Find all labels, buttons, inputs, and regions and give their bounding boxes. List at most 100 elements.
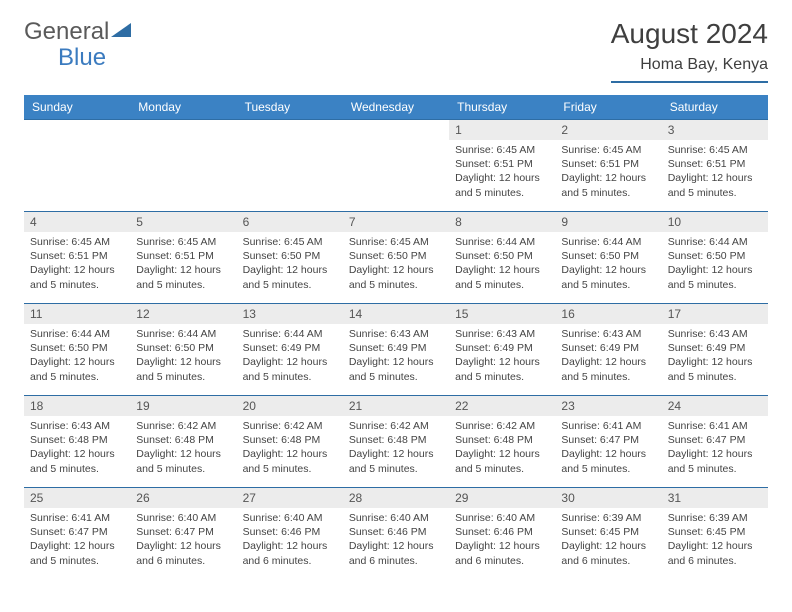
weekday-header: Tuesday (237, 95, 343, 120)
day-details: Sunrise: 6:42 AMSunset: 6:48 PMDaylight:… (130, 416, 236, 479)
day-details: Sunrise: 6:44 AMSunset: 6:50 PMDaylight:… (130, 324, 236, 387)
calendar-day-cell: 13Sunrise: 6:44 AMSunset: 6:49 PMDayligh… (237, 304, 343, 396)
day-number: 21 (343, 396, 449, 416)
day-details: Sunrise: 6:45 AMSunset: 6:51 PMDaylight:… (24, 232, 130, 295)
day-number: 3 (662, 120, 768, 140)
weekday-header: Thursday (449, 95, 555, 120)
day-number: 12 (130, 304, 236, 324)
header: General August 2024 Homa Bay, Kenya (24, 18, 768, 83)
calendar-table: SundayMondayTuesdayWednesdayThursdayFrid… (24, 95, 768, 580)
day-details: Sunrise: 6:43 AMSunset: 6:49 PMDaylight:… (555, 324, 661, 387)
day-number: 27 (237, 488, 343, 508)
day-details: Sunrise: 6:42 AMSunset: 6:48 PMDaylight:… (237, 416, 343, 479)
day-details: Sunrise: 6:41 AMSunset: 6:47 PMDaylight:… (24, 508, 130, 571)
calendar-empty-cell (343, 120, 449, 212)
day-number: 16 (555, 304, 661, 324)
weekday-header: Saturday (662, 95, 768, 120)
calendar-day-cell: 21Sunrise: 6:42 AMSunset: 6:48 PMDayligh… (343, 396, 449, 488)
calendar-day-cell: 20Sunrise: 6:42 AMSunset: 6:48 PMDayligh… (237, 396, 343, 488)
calendar-empty-cell (24, 120, 130, 212)
day-details: Sunrise: 6:45 AMSunset: 6:51 PMDaylight:… (555, 140, 661, 203)
calendar-day-cell: 11Sunrise: 6:44 AMSunset: 6:50 PMDayligh… (24, 304, 130, 396)
calendar-day-cell: 29Sunrise: 6:40 AMSunset: 6:46 PMDayligh… (449, 488, 555, 580)
day-details: Sunrise: 6:40 AMSunset: 6:46 PMDaylight:… (343, 508, 449, 571)
weekday-header: Wednesday (343, 95, 449, 120)
weekday-header: Sunday (24, 95, 130, 120)
day-number: 7 (343, 212, 449, 232)
calendar-day-cell: 28Sunrise: 6:40 AMSunset: 6:46 PMDayligh… (343, 488, 449, 580)
day-details: Sunrise: 6:40 AMSunset: 6:46 PMDaylight:… (449, 508, 555, 571)
calendar-day-cell: 19Sunrise: 6:42 AMSunset: 6:48 PMDayligh… (130, 396, 236, 488)
day-number: 30 (555, 488, 661, 508)
logo-triangle-icon (111, 21, 133, 44)
day-number: 2 (555, 120, 661, 140)
day-number: 28 (343, 488, 449, 508)
day-number: 13 (237, 304, 343, 324)
day-details: Sunrise: 6:44 AMSunset: 6:50 PMDaylight:… (24, 324, 130, 387)
day-number: 15 (449, 304, 555, 324)
day-details: Sunrise: 6:43 AMSunset: 6:49 PMDaylight:… (662, 324, 768, 387)
day-details: Sunrise: 6:45 AMSunset: 6:51 PMDaylight:… (130, 232, 236, 295)
day-number: 6 (237, 212, 343, 232)
calendar-week-row: 25Sunrise: 6:41 AMSunset: 6:47 PMDayligh… (24, 488, 768, 580)
calendar-day-cell: 17Sunrise: 6:43 AMSunset: 6:49 PMDayligh… (662, 304, 768, 396)
calendar-day-cell: 26Sunrise: 6:40 AMSunset: 6:47 PMDayligh… (130, 488, 236, 580)
day-number: 8 (449, 212, 555, 232)
calendar-day-cell: 25Sunrise: 6:41 AMSunset: 6:47 PMDayligh… (24, 488, 130, 580)
month-title: August 2024 (611, 18, 768, 50)
day-details: Sunrise: 6:45 AMSunset: 6:51 PMDaylight:… (662, 140, 768, 203)
calendar-day-cell: 1Sunrise: 6:45 AMSunset: 6:51 PMDaylight… (449, 120, 555, 212)
day-details: Sunrise: 6:43 AMSunset: 6:48 PMDaylight:… (24, 416, 130, 479)
calendar-empty-cell (130, 120, 236, 212)
calendar-week-row: 4Sunrise: 6:45 AMSunset: 6:51 PMDaylight… (24, 212, 768, 304)
day-number: 23 (555, 396, 661, 416)
day-number: 24 (662, 396, 768, 416)
calendar-empty-cell (237, 120, 343, 212)
calendar-day-cell: 15Sunrise: 6:43 AMSunset: 6:49 PMDayligh… (449, 304, 555, 396)
calendar-day-cell: 27Sunrise: 6:40 AMSunset: 6:46 PMDayligh… (237, 488, 343, 580)
calendar-day-cell: 3Sunrise: 6:45 AMSunset: 6:51 PMDaylight… (662, 120, 768, 212)
calendar-day-cell: 18Sunrise: 6:43 AMSunset: 6:48 PMDayligh… (24, 396, 130, 488)
day-number: 29 (449, 488, 555, 508)
calendar-day-cell: 24Sunrise: 6:41 AMSunset: 6:47 PMDayligh… (662, 396, 768, 488)
logo-text-blue: Blue (58, 44, 106, 71)
calendar-week-row: 11Sunrise: 6:44 AMSunset: 6:50 PMDayligh… (24, 304, 768, 396)
calendar-day-cell: 14Sunrise: 6:43 AMSunset: 6:49 PMDayligh… (343, 304, 449, 396)
calendar-day-cell: 31Sunrise: 6:39 AMSunset: 6:45 PMDayligh… (662, 488, 768, 580)
day-details: Sunrise: 6:45 AMSunset: 6:51 PMDaylight:… (449, 140, 555, 203)
calendar-day-cell: 22Sunrise: 6:42 AMSunset: 6:48 PMDayligh… (449, 396, 555, 488)
calendar-day-cell: 7Sunrise: 6:45 AMSunset: 6:50 PMDaylight… (343, 212, 449, 304)
day-number: 4 (24, 212, 130, 232)
calendar-day-cell: 30Sunrise: 6:39 AMSunset: 6:45 PMDayligh… (555, 488, 661, 580)
title-block: August 2024 Homa Bay, Kenya (611, 18, 768, 83)
day-details: Sunrise: 6:39 AMSunset: 6:45 PMDaylight:… (662, 508, 768, 571)
day-details: Sunrise: 6:43 AMSunset: 6:49 PMDaylight:… (343, 324, 449, 387)
day-number: 31 (662, 488, 768, 508)
calendar-day-cell: 5Sunrise: 6:45 AMSunset: 6:51 PMDaylight… (130, 212, 236, 304)
calendar-week-row: 1Sunrise: 6:45 AMSunset: 6:51 PMDaylight… (24, 120, 768, 212)
calendar-day-cell: 23Sunrise: 6:41 AMSunset: 6:47 PMDayligh… (555, 396, 661, 488)
day-number: 5 (130, 212, 236, 232)
day-details: Sunrise: 6:41 AMSunset: 6:47 PMDaylight:… (555, 416, 661, 479)
calendar-day-cell: 12Sunrise: 6:44 AMSunset: 6:50 PMDayligh… (130, 304, 236, 396)
calendar-day-cell: 2Sunrise: 6:45 AMSunset: 6:51 PMDaylight… (555, 120, 661, 212)
weekday-header: Monday (130, 95, 236, 120)
day-details: Sunrise: 6:44 AMSunset: 6:50 PMDaylight:… (449, 232, 555, 295)
logo-text-general: General (24, 18, 109, 46)
location: Homa Bay, Kenya (611, 56, 768, 78)
day-number: 10 (662, 212, 768, 232)
day-details: Sunrise: 6:45 AMSunset: 6:50 PMDaylight:… (343, 232, 449, 295)
calendar-header-row: SundayMondayTuesdayWednesdayThursdayFrid… (24, 95, 768, 120)
day-number: 20 (237, 396, 343, 416)
logo: General (24, 18, 135, 46)
calendar-day-cell: 4Sunrise: 6:45 AMSunset: 6:51 PMDaylight… (24, 212, 130, 304)
day-details: Sunrise: 6:43 AMSunset: 6:49 PMDaylight:… (449, 324, 555, 387)
day-number: 14 (343, 304, 449, 324)
calendar-day-cell: 16Sunrise: 6:43 AMSunset: 6:49 PMDayligh… (555, 304, 661, 396)
day-details: Sunrise: 6:41 AMSunset: 6:47 PMDaylight:… (662, 416, 768, 479)
day-details: Sunrise: 6:45 AMSunset: 6:50 PMDaylight:… (237, 232, 343, 295)
calendar-day-cell: 8Sunrise: 6:44 AMSunset: 6:50 PMDaylight… (449, 212, 555, 304)
day-details: Sunrise: 6:42 AMSunset: 6:48 PMDaylight:… (449, 416, 555, 479)
calendar-day-cell: 9Sunrise: 6:44 AMSunset: 6:50 PMDaylight… (555, 212, 661, 304)
day-details: Sunrise: 6:40 AMSunset: 6:47 PMDaylight:… (130, 508, 236, 571)
